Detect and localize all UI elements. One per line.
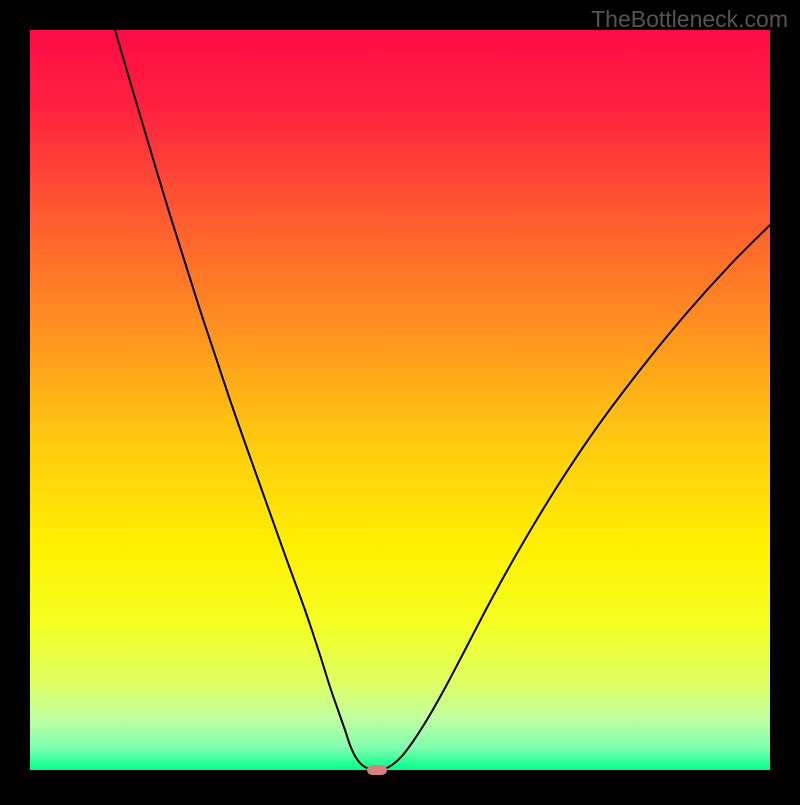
chart-svg <box>0 0 800 800</box>
bottleneck-chart <box>0 0 800 800</box>
watermark-text: TheBottleneck.com <box>591 6 788 33</box>
valley-marker <box>367 765 387 775</box>
